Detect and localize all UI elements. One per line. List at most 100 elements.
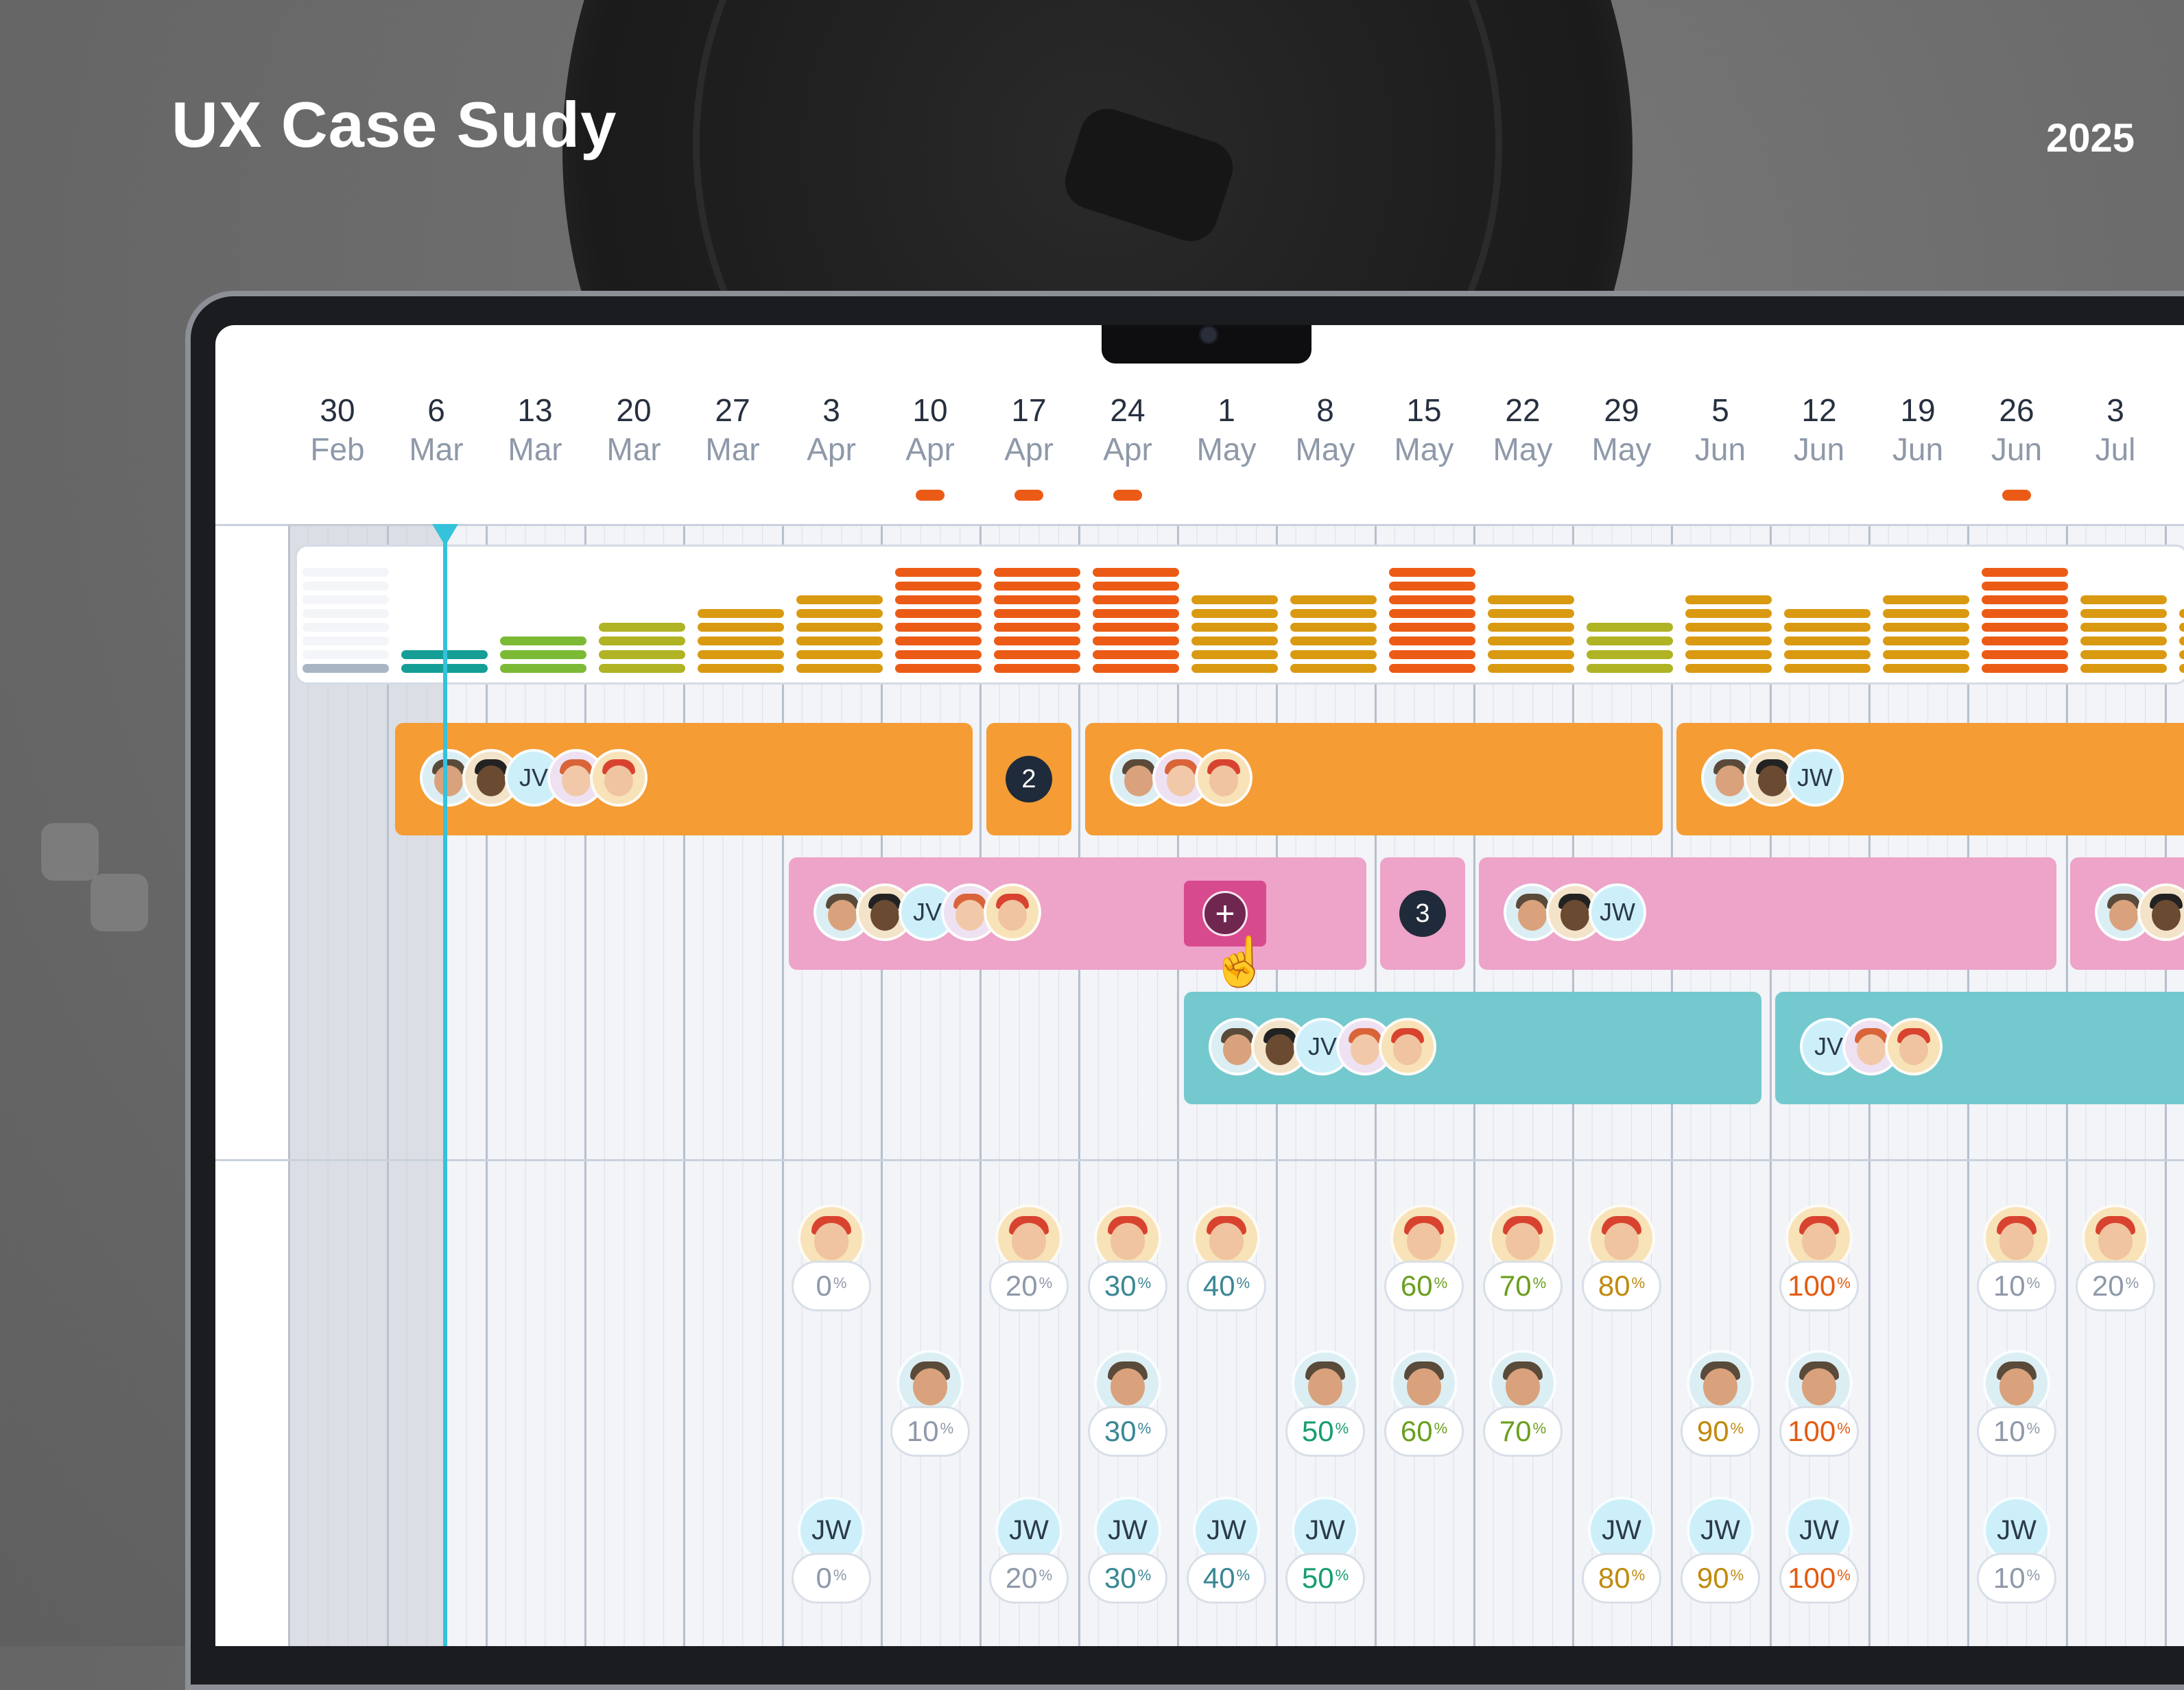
- capacity-column[interactable]: [599, 568, 685, 673]
- capacity-column[interactable]: [2179, 568, 2184, 673]
- allocation-marker[interactable]: 50%: [1284, 1350, 1366, 1457]
- allocation-marker[interactable]: 10%: [1975, 1204, 2058, 1311]
- column-month: Apr: [1004, 431, 1054, 467]
- percent-value: 0: [816, 1270, 832, 1302]
- allocation-marker[interactable]: 30%: [1087, 1204, 1169, 1311]
- avatar-initials: JW: [1983, 1497, 2050, 1564]
- capacity-segment: [1982, 623, 2068, 632]
- capacity-segment: [1883, 595, 1969, 604]
- capacity-column[interactable]: [1290, 568, 1377, 673]
- capacity-segment: [994, 650, 1080, 659]
- percent-value: 10: [1993, 1415, 2026, 1447]
- capacity-column[interactable]: [1093, 568, 1179, 673]
- allocation-marker[interactable]: 70%: [1482, 1204, 1564, 1311]
- allocation-marker[interactable]: 60%: [1383, 1350, 1465, 1457]
- capacity-column[interactable]: [1191, 568, 1278, 673]
- timeline-column-header: 30 Feb: [288, 391, 387, 469]
- capacity-column[interactable]: [1587, 568, 1673, 673]
- allocation-marker[interactable]: JW 40%: [1185, 1497, 1268, 1604]
- allocation-marker[interactable]: 100%: [1778, 1204, 1860, 1311]
- project-bar-teal[interactable]: JV: [1184, 992, 1761, 1104]
- capacity-segment: [1290, 609, 1377, 618]
- percent-value: 40: [1202, 1270, 1235, 1302]
- allocation-marker[interactable]: 70%: [1482, 1350, 1564, 1457]
- allocation-percent: 70%: [1483, 1261, 1563, 1311]
- allocation-percent: 100%: [1779, 1261, 1859, 1311]
- project-bar-teal[interactable]: JV: [1775, 992, 2184, 1104]
- capacity-column[interactable]: [796, 568, 883, 673]
- capacity-segment: [2080, 636, 2167, 645]
- allocation-percent: 90%: [1681, 1406, 1760, 1457]
- allocation-marker[interactable]: JW 100%: [1778, 1497, 1860, 1604]
- capacity-column[interactable]: [1488, 568, 1574, 673]
- percent-sign: %: [1532, 1274, 1547, 1292]
- column-month: Mar: [409, 431, 464, 467]
- capacity-column[interactable]: [994, 568, 1080, 673]
- allocation-marker[interactable]: JW 90%: [1679, 1497, 1761, 1604]
- avatar: [897, 1350, 964, 1417]
- capacity-segment: [2080, 650, 2167, 659]
- project-bar-orange[interactable]: [1085, 723, 1663, 835]
- column-day: 29: [1604, 392, 1639, 428]
- project-bar-orange[interactable]: JW: [1676, 723, 2184, 835]
- milestone-marker[interactable]: [2002, 490, 2031, 501]
- today-marker-icon[interactable]: [432, 524, 458, 546]
- project-bar-orange[interactable]: JV: [395, 723, 973, 835]
- capacity-column[interactable]: [1389, 568, 1475, 673]
- allocation-marker[interactable]: 20%: [2074, 1204, 2157, 1311]
- decorative-square: [91, 874, 148, 931]
- milestone-marker[interactable]: [916, 490, 945, 501]
- allocation-marker[interactable]: 90%: [1679, 1350, 1761, 1457]
- project-bar-pink[interactable]: [2070, 857, 2184, 970]
- capacity-column[interactable]: [1685, 568, 1772, 673]
- percent-sign: %: [1631, 1274, 1646, 1292]
- capacity-column[interactable]: [698, 568, 784, 673]
- milestone-marker[interactable]: [1014, 490, 1043, 501]
- percent-sign: %: [940, 1420, 954, 1437]
- project-bar-pink[interactable]: JW: [1479, 857, 2056, 970]
- capacity-column[interactable]: [2080, 568, 2167, 673]
- project-bar-orange[interactable]: 2: [986, 723, 1071, 835]
- capacity-column[interactable]: [895, 568, 982, 673]
- avatar-initials: JW: [1193, 1497, 1260, 1564]
- column-day: 8: [1316, 392, 1334, 428]
- milestone-marker[interactable]: [1113, 490, 1142, 501]
- allocation-marker[interactable]: 20%: [988, 1204, 1070, 1311]
- timeline-grid: [288, 524, 2184, 1646]
- allocation-marker[interactable]: JW 50%: [1284, 1497, 1366, 1604]
- allocation-marker[interactable]: 100%: [1778, 1350, 1860, 1457]
- allocation-marker[interactable]: 30%: [1087, 1350, 1169, 1457]
- project-bar-pink[interactable]: JV: [789, 857, 1366, 970]
- allocation-marker[interactable]: JW 20%: [988, 1497, 1070, 1604]
- column-day: 15: [1406, 392, 1442, 428]
- capacity-segment: [2080, 623, 2167, 632]
- hand-cursor-icon: ☝: [1210, 935, 1270, 988]
- count-badge[interactable]: 2: [1006, 756, 1052, 802]
- avatar-initials: JW: [1786, 749, 1844, 807]
- allocation-marker[interactable]: JW 0%: [790, 1497, 873, 1604]
- allocation-marker[interactable]: JW 80%: [1580, 1497, 1663, 1604]
- capacity-column[interactable]: [302, 568, 389, 673]
- capacity-column[interactable]: [500, 568, 586, 673]
- allocation-marker[interactable]: 0%: [790, 1204, 873, 1311]
- capacity-segment: [2179, 636, 2184, 645]
- add-assignment-button[interactable]: +: [1184, 881, 1266, 947]
- allocation-marker[interactable]: 10%: [889, 1350, 971, 1457]
- capacity-column[interactable]: [1883, 568, 1969, 673]
- column-day: 12: [1801, 392, 1837, 428]
- avatar-initials: JW: [1094, 1497, 1161, 1564]
- allocation-marker[interactable]: 60%: [1383, 1204, 1465, 1311]
- count-badge[interactable]: 3: [1399, 890, 1446, 937]
- allocation-marker[interactable]: 80%: [1580, 1204, 1663, 1311]
- capacity-column[interactable]: [1784, 568, 1871, 673]
- allocation-marker[interactable]: JW 10%: [1975, 1497, 2058, 1604]
- allocation-marker[interactable]: 10%: [1975, 1350, 2058, 1457]
- allocation-percent: 50%: [1285, 1553, 1365, 1604]
- timeline-column-header: 13 Mar: [486, 391, 584, 469]
- percent-sign: %: [1137, 1420, 1152, 1437]
- capacity-column[interactable]: [1982, 568, 2068, 673]
- allocation-marker[interactable]: 40%: [1185, 1204, 1268, 1311]
- allocation-marker[interactable]: JW 30%: [1087, 1497, 1169, 1604]
- capacity-segment: [599, 664, 685, 673]
- project-bar-pink[interactable]: 3: [1380, 857, 1465, 970]
